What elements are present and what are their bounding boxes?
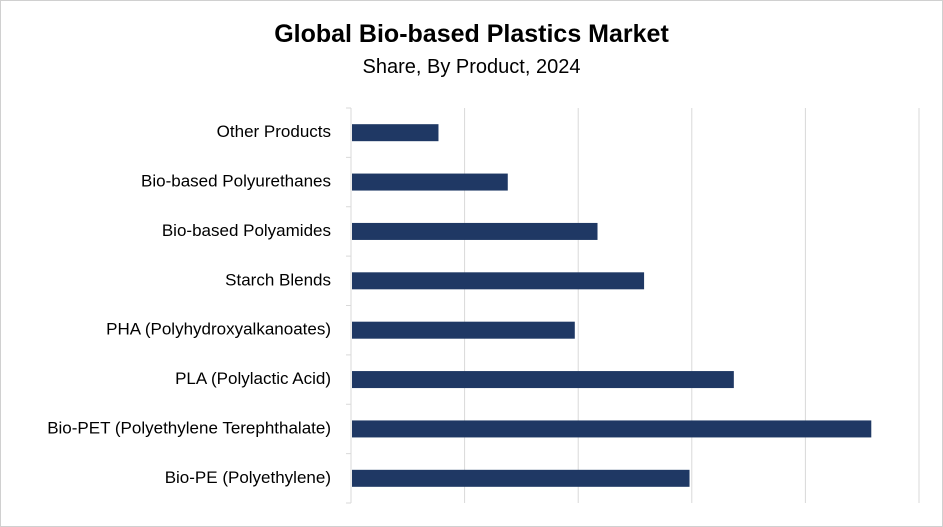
- bar: [352, 173, 508, 191]
- bar: [352, 222, 598, 240]
- bar: [352, 124, 439, 142]
- category-axis: [346, 107, 352, 504]
- gridlines: [464, 108, 920, 503]
- category-labels: Other Products Bio-based Polyurethanes Bio…: [47, 122, 331, 487]
- bar: [352, 420, 872, 438]
- chart-title: Global Bio-based Plastics Market: [274, 20, 669, 48]
- category-label: Bio-based Polyurethanes: [141, 172, 331, 191]
- category-label: Bio-PET (Polyethylene Terephthalate): [47, 418, 331, 437]
- chart-subtitle: Share, By Product, 2024: [362, 56, 581, 78]
- bar: [352, 272, 645, 290]
- bar: [352, 469, 690, 487]
- category-label: Bio-PE (Polyethylene): [165, 468, 331, 487]
- category-label: Other Products: [217, 122, 331, 141]
- bar: [352, 371, 734, 389]
- bars: [352, 124, 872, 487]
- category-label: Starch Blends: [225, 270, 331, 289]
- category-label: PLA (Polylactic Acid): [175, 369, 331, 388]
- category-label: Bio-based Polyamides: [162, 221, 331, 240]
- category-label: PHA (Polyhydroxyalkanoates): [106, 320, 331, 339]
- bar: [352, 321, 575, 339]
